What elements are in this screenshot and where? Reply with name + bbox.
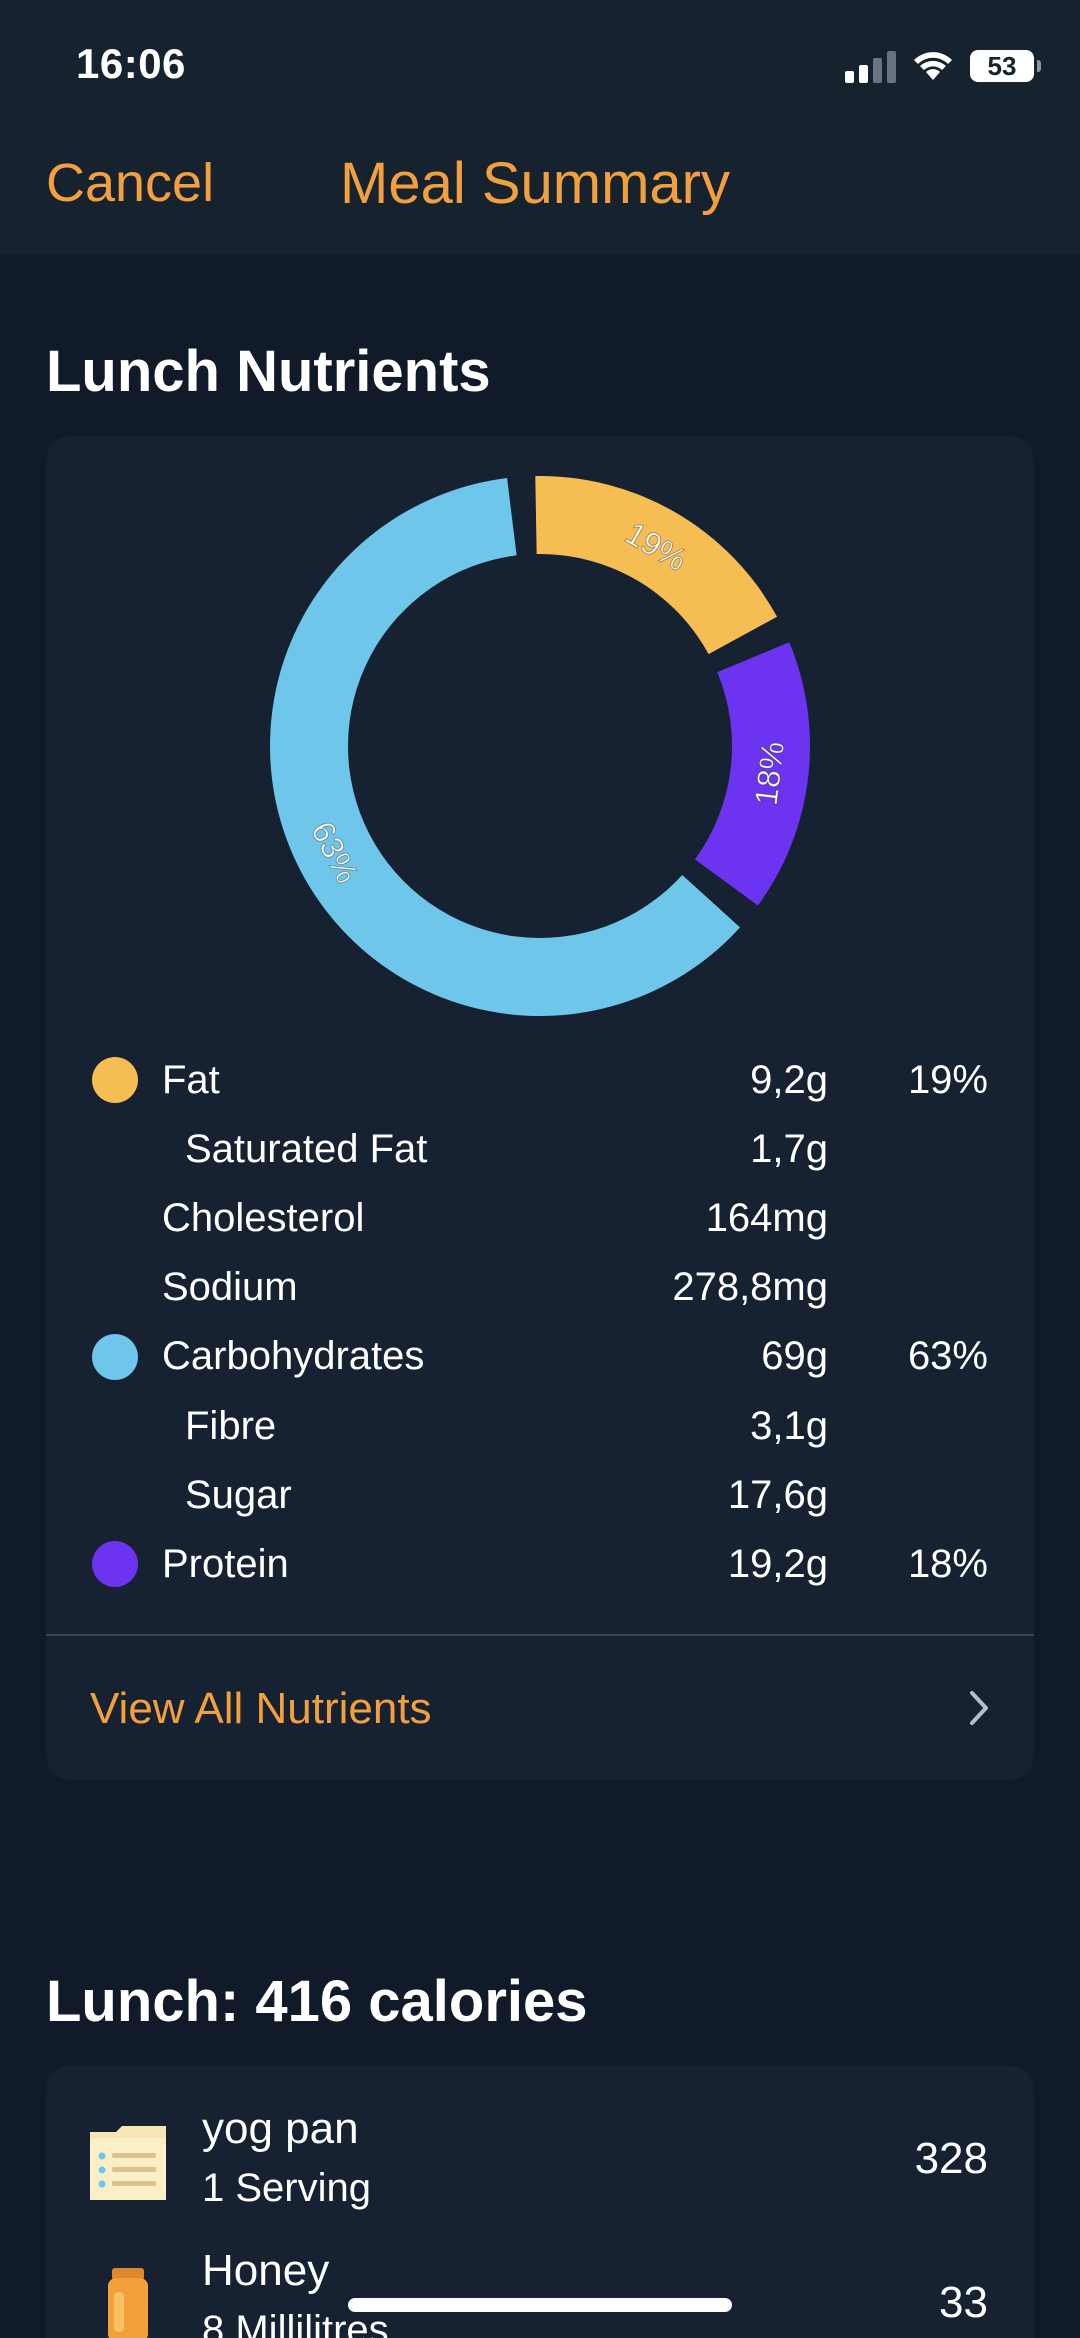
- nutrient-row: Sodium 278,8mg: [46, 1258, 1034, 1318]
- honey-jar-icon: [108, 2268, 148, 2338]
- nutrient-value: 3,1g: [750, 1403, 828, 1448]
- battery-icon: 53: [970, 50, 1041, 82]
- nutrient-row: Fibre 3,1g: [46, 1396, 1034, 1456]
- status-bar: 16:06 53: [0, 0, 1080, 130]
- divider: [46, 1634, 1034, 1636]
- food-serving: 1 Serving: [202, 2166, 371, 2210]
- legend-dot: [92, 1333, 138, 1380]
- status-time: 16:06: [76, 40, 186, 87]
- calories-section-title: Lunch: 416 calories: [46, 1969, 588, 2034]
- food-calories: 328: [914, 2134, 988, 2183]
- nutrient-label: Cholesterol: [162, 1195, 365, 1240]
- nutrients-section-title: Lunch Nutrients: [46, 339, 491, 404]
- nutrient-value: 278,8mg: [672, 1265, 828, 1310]
- food-name: yog pan: [202, 2104, 359, 2153]
- nutrient-label: Carbohydrates: [162, 1334, 425, 1379]
- nutrient-row: Carbohydrates 69g 63%: [46, 1327, 1034, 1387]
- donut-slice-label: 18%: [748, 739, 791, 807]
- home-indicator: [348, 2298, 732, 2312]
- nutrient-label: Saturated Fat: [185, 1126, 428, 1171]
- nutrient-value: 1,7g: [750, 1126, 828, 1171]
- nutrient-label: Protein: [162, 1541, 289, 1586]
- nutrient-percent: 19%: [907, 1057, 988, 1102]
- nutrient-value: 19,2g: [727, 1541, 828, 1586]
- food-list-card: yog pan 1 Serving 328 Honey 8 Millilitre…: [46, 2066, 1034, 2338]
- nutrient-value: 17,6g: [727, 1472, 828, 1517]
- nutrient-row: Cholesterol 164mg: [46, 1188, 1034, 1248]
- donut-slice-protein: [694, 642, 810, 906]
- nutrient-value: 164mg: [705, 1195, 828, 1240]
- legend-dot: [92, 1541, 138, 1588]
- food-calories: 33: [939, 2278, 988, 2327]
- nutrient-label: Sugar: [185, 1472, 292, 1517]
- nutrient-percent: 63%: [907, 1334, 988, 1379]
- nutrient-label: Fat: [162, 1057, 220, 1102]
- nutrient-row: Saturated Fat 1,7g: [46, 1119, 1034, 1179]
- food-name: Honey: [202, 2246, 330, 2295]
- view-all-nutrients-label: View All Nutrients: [90, 1684, 432, 1733]
- nutrient-row: Sugar 17,6g: [46, 1465, 1034, 1525]
- food-item[interactable]: Honey 8 Millilitres 33: [46, 2208, 1034, 2338]
- nutrient-percent: 18%: [907, 1541, 988, 1586]
- cancel-button[interactable]: Cancel: [46, 153, 215, 213]
- status-icons: 53: [845, 46, 1041, 86]
- donut-slice-carbohydrates: [269, 478, 741, 1016]
- wifi-icon: [914, 52, 952, 80]
- nutrient-label: Sodium: [162, 1265, 298, 1310]
- nutrients-card: 19% 18% 63% Fat 9,2g 19% Saturated Fat 1,7g Cho…: [46, 436, 1034, 1780]
- view-all-nutrients-row[interactable]: View All Nutrients: [46, 1636, 1034, 1780]
- nav-bar: Cancel Meal Summary: [0, 130, 1080, 254]
- chevron-right-icon: [970, 1691, 988, 1725]
- recipe-card-icon: [90, 2126, 166, 2200]
- nutrient-value: 9,2g: [750, 1057, 828, 1102]
- food-serving: 8 Millilitres: [202, 2308, 389, 2338]
- macro-donut-chart: 19% 18% 63%: [268, 474, 812, 1018]
- page-title: Meal Summary: [340, 151, 730, 216]
- nutrient-row: Fat 9,2g 19%: [46, 1050, 1034, 1110]
- nutrient-row: Protein 19,2g 18%: [46, 1534, 1034, 1594]
- donut-slice-fat: [535, 476, 778, 655]
- nutrient-value: 69g: [761, 1334, 828, 1379]
- cellular-signal-icon: [845, 49, 896, 83]
- food-item[interactable]: yog pan 1 Serving 328: [46, 2066, 1034, 2210]
- nutrient-label: Fibre: [185, 1403, 277, 1448]
- legend-dot: [92, 1057, 138, 1103]
